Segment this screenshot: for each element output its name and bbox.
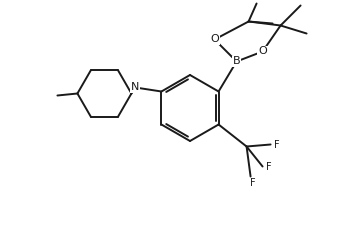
- Text: O: O: [258, 46, 267, 56]
- Text: N: N: [131, 83, 140, 93]
- Text: B: B: [233, 56, 240, 67]
- Text: F: F: [250, 178, 255, 189]
- Text: F: F: [266, 161, 271, 172]
- Text: F: F: [274, 139, 279, 149]
- Text: O: O: [210, 34, 219, 45]
